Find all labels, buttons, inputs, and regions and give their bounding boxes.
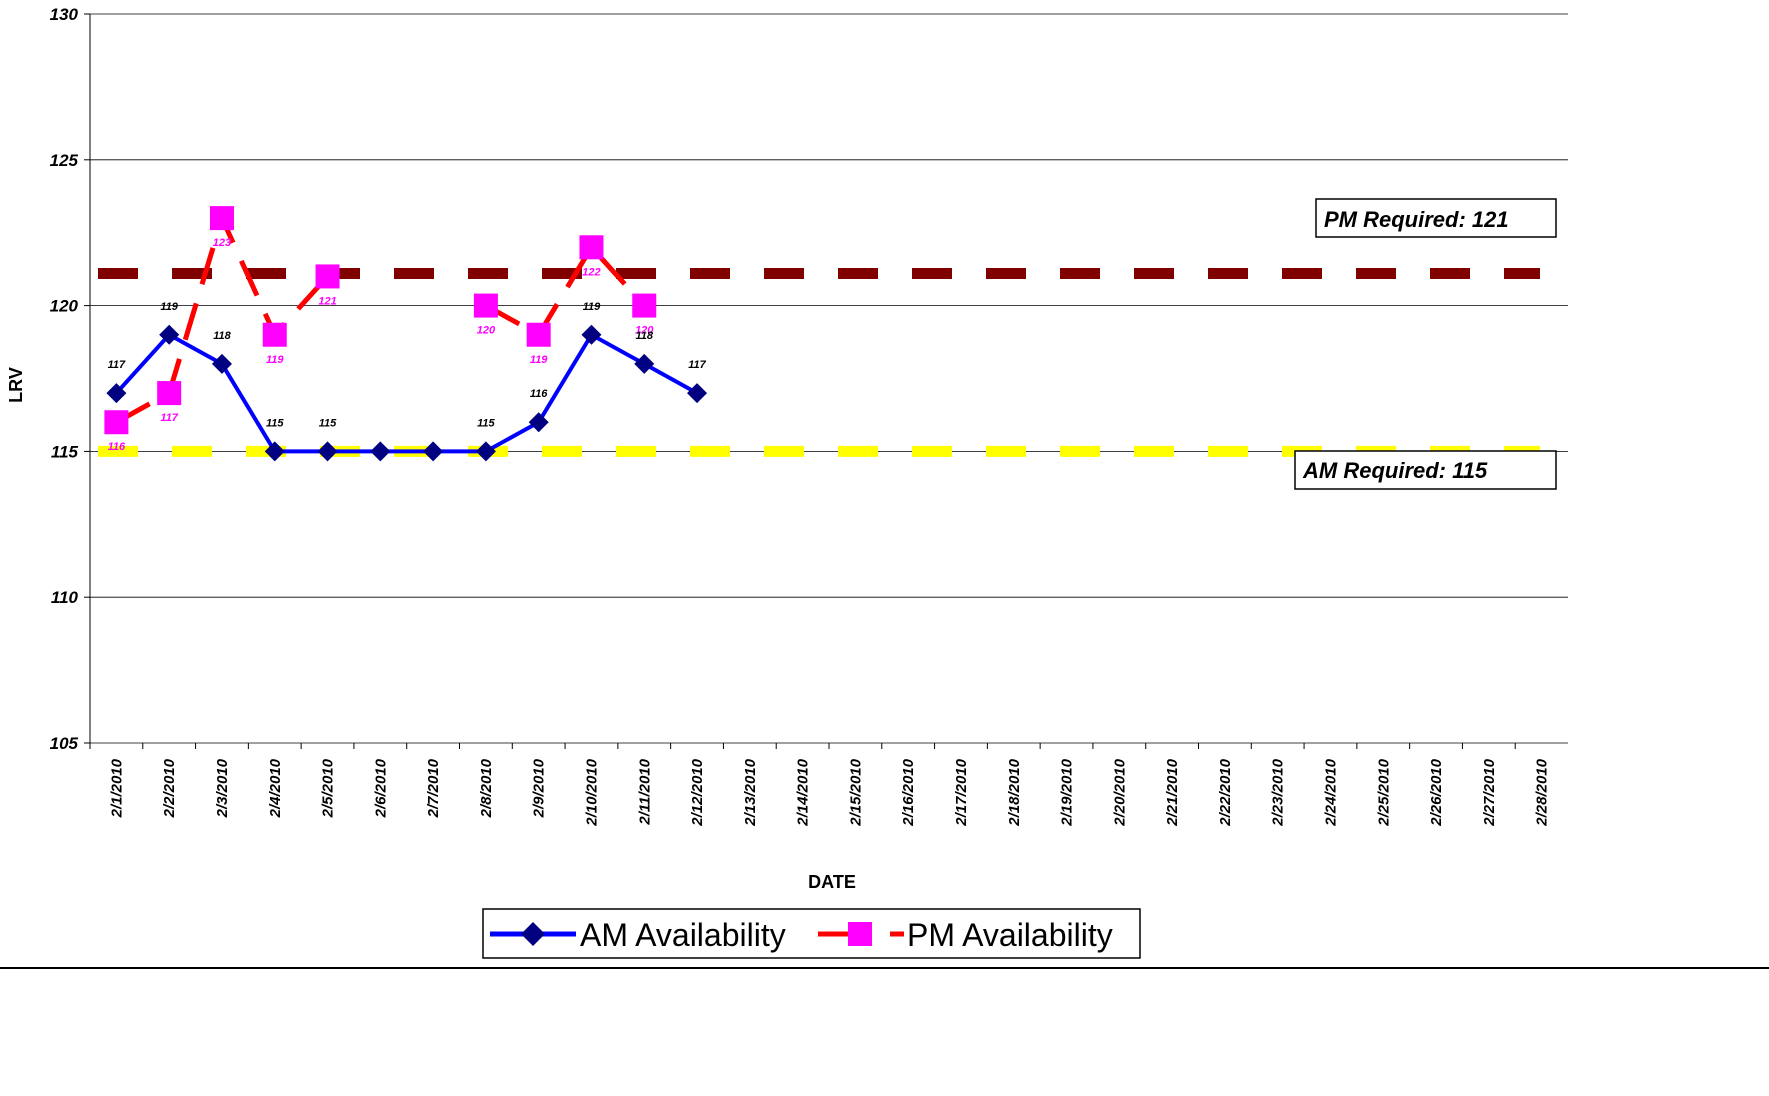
- legend-am-label: AM Availability: [580, 917, 786, 953]
- x-axis-ticks: 2/1/2010 2/2/2010 2/3/2010 2/4/2010 2/5/2010…: [89, 743, 1551, 827]
- am-point: [211, 353, 232, 374]
- x-tick-label: 2/18/2010: [1006, 758, 1023, 826]
- x-tick-label: 2/28/2010: [1534, 758, 1551, 826]
- y-tick-label: 110: [51, 588, 79, 607]
- x-tick-label: 2/24/2010: [1322, 758, 1339, 826]
- x-tick-label: 2/12/2010: [689, 758, 706, 826]
- x-tick-label: 2/1/2010: [108, 758, 125, 818]
- legend-am-swatch: [490, 922, 576, 946]
- x-tick-label: 2/15/2010: [847, 758, 864, 826]
- x-tick-label: 2/3/2010: [214, 758, 231, 818]
- pm-required-box: [1315, 198, 1557, 238]
- pm-required-callout: PM Required: 121: [1315, 198, 1557, 238]
- x-tick-label: 2/23/2010: [1270, 758, 1287, 826]
- x-tick-label: 2/4/2010: [267, 758, 284, 818]
- y-tick-label: 120: [50, 297, 79, 316]
- am-data-label: 117: [688, 359, 706, 371]
- pm-point: [632, 293, 657, 318]
- am-data-label: 118: [213, 330, 231, 342]
- x-tick-label: 2/8/2010: [478, 758, 495, 818]
- am-required-label: AM Required: 115: [1302, 458, 1488, 483]
- am-required-box: [1294, 450, 1557, 490]
- x-tick-label: 2/16/2010: [900, 758, 917, 826]
- pm-data-label: 119: [266, 354, 284, 366]
- legend-pm-swatch: [818, 922, 904, 946]
- gridlines: [89, 13, 1568, 744]
- x-tick-label: 2/10/2010: [583, 758, 600, 826]
- pm-point: [209, 206, 234, 231]
- am-point: [264, 441, 285, 462]
- x-tick-label: 2/25/2010: [1375, 758, 1392, 826]
- x-tick-label: 2/5/2010: [320, 758, 337, 818]
- am-data-label: 118: [635, 330, 653, 342]
- y-axis-ticks: 105 110 115 120 125 130: [50, 5, 90, 753]
- pm-data-label: 122: [582, 266, 600, 278]
- y-axis-title: LRV: [6, 367, 26, 403]
- y-tick-label: 125: [50, 151, 79, 170]
- x-tick-label: 2/17/2010: [953, 758, 970, 826]
- am-point: [475, 441, 496, 462]
- am-data-label: 116: [530, 388, 548, 400]
- x-tick-label: 2/9/2010: [531, 758, 548, 818]
- pm-data-label: 119: [530, 354, 548, 366]
- x-tick-label: 2/14/2010: [795, 758, 812, 826]
- series-layer: [104, 206, 708, 462]
- am-point: [106, 383, 127, 404]
- pm-point: [262, 322, 287, 347]
- legend: AM Availability PM Availability: [482, 908, 1141, 959]
- pm-series-line: [484, 243, 647, 339]
- am-point: [687, 383, 708, 404]
- x-tick-label: 2/27/2010: [1481, 758, 1498, 826]
- am-required-callout: AM Required: 115: [1294, 450, 1557, 490]
- pm-point: [473, 293, 498, 318]
- x-tick-label: 2/26/2010: [1428, 758, 1445, 826]
- pm-data-label: 121: [318, 295, 336, 307]
- x-tick-label: 2/20/2010: [1111, 758, 1128, 826]
- x-tick-label: 2/6/2010: [372, 758, 389, 818]
- y-tick-label: 105: [50, 734, 79, 753]
- am-data-label: 119: [583, 301, 601, 313]
- pm-point: [526, 322, 551, 347]
- pm-data-label: 123: [213, 237, 231, 249]
- am-point: [317, 441, 338, 462]
- am-point: [528, 412, 549, 433]
- x-tick-label: 2/19/2010: [1059, 758, 1076, 826]
- pm-point: [157, 381, 182, 406]
- x-axis-title: DATE: [808, 872, 856, 892]
- pm-required-label: PM Required: 121: [1324, 207, 1509, 232]
- x-tick-label: 2/7/2010: [425, 758, 442, 818]
- y-tick-label: 130: [50, 5, 79, 24]
- am-data-label: 119: [160, 301, 178, 313]
- pm-data-label: 120: [635, 325, 654, 337]
- am-point: [370, 441, 391, 462]
- pm-point: [104, 410, 129, 435]
- pm-point: [315, 264, 340, 289]
- pm-data-label: 117: [160, 412, 178, 424]
- x-tick-label: 2/11/2010: [636, 758, 653, 825]
- x-tick-label: 2/22/2010: [1217, 758, 1234, 826]
- x-tick-label: 2/21/2010: [1164, 758, 1181, 826]
- data-labels: 116 117 123 119 121 120 119 122 120 117 119 118 115 1…: [108, 237, 707, 453]
- am-data-label: 115: [266, 417, 284, 429]
- x-tick-label: 2/13/2010: [742, 758, 759, 826]
- am-data-label: 117: [108, 359, 126, 371]
- pm-point: [579, 235, 604, 260]
- pm-data-label: 120: [477, 325, 496, 337]
- reference-lines: [98, 268, 1540, 457]
- y-tick-label: 115: [51, 442, 79, 461]
- pm-data-label: 116: [108, 441, 126, 453]
- legend-box: [482, 908, 1141, 959]
- am-series-line: [114, 332, 699, 454]
- am-point: [634, 353, 655, 374]
- legend-pm-label: PM Availability: [907, 917, 1113, 953]
- am-data-label: 115: [477, 417, 495, 429]
- x-tick-label: 2/2/2010: [161, 758, 178, 818]
- am-point: [423, 441, 444, 462]
- am-point: [159, 324, 180, 345]
- am-data-label: 115: [319, 417, 337, 429]
- am-point: [581, 324, 602, 345]
